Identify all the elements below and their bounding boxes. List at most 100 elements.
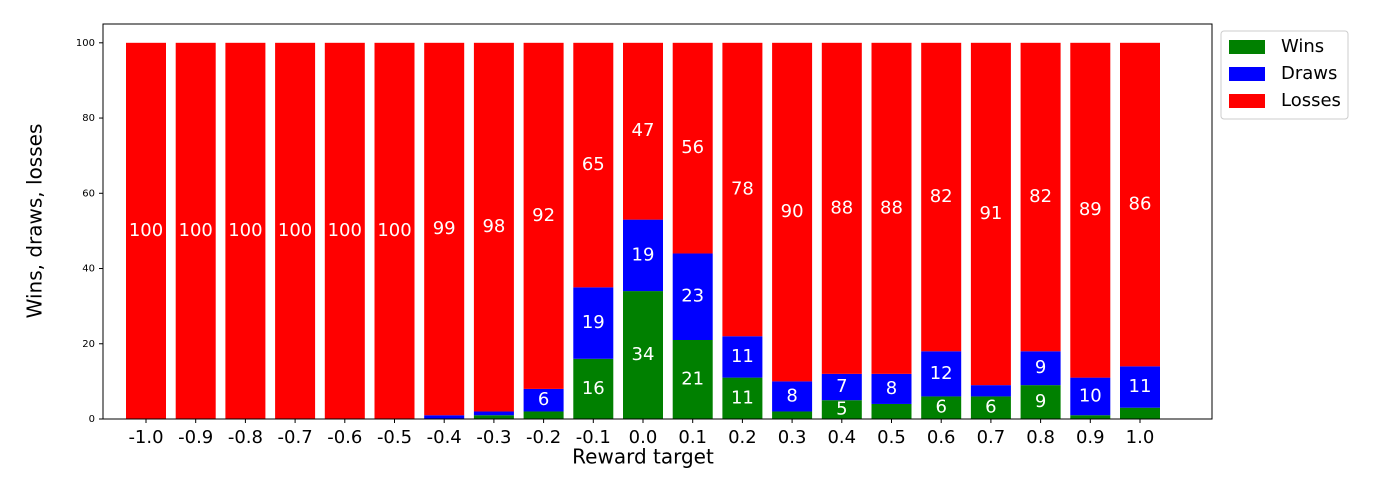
y-axis-label: Wins, draws, losses: [23, 124, 47, 319]
bar-segment: [623, 291, 663, 419]
value-label: 11: [731, 346, 754, 367]
x-tick-label: -1.0: [128, 427, 163, 448]
x-tick-label: 0.4: [827, 427, 856, 448]
value-label: 6: [538, 389, 549, 410]
value-label: 100: [228, 220, 262, 241]
value-label: 23: [681, 286, 704, 307]
value-label: 12: [930, 363, 953, 384]
x-axis-label: Reward target: [572, 445, 714, 469]
bar-segment: [672, 340, 713, 419]
bar-segment: [921, 42, 962, 352]
bar-segment: [1020, 42, 1061, 352]
x-tick-label: -0.3: [476, 427, 511, 448]
x-tick-label: 0.1: [678, 427, 707, 448]
x-tick-label: 0.9: [1076, 427, 1105, 448]
bar-segment: [1070, 42, 1111, 378]
bar-segment: [970, 385, 1011, 397]
bar-segment: [473, 415, 514, 419]
y-tick-label: 80: [82, 113, 95, 124]
x-tick-label: 0.5: [877, 427, 906, 448]
x-tick-label: -0.8: [228, 427, 263, 448]
value-label: 9: [1035, 391, 1046, 412]
value-label: 100: [179, 220, 213, 241]
value-label: 65: [582, 154, 605, 175]
value-label: 8: [886, 378, 897, 399]
x-tick-label: 0.0: [629, 427, 658, 448]
value-label: 98: [482, 216, 505, 237]
x-tick-label: -0.7: [278, 427, 313, 448]
value-label: 11: [731, 387, 754, 408]
y-tick-label: 0: [89, 414, 95, 425]
bar-segment: [523, 388, 564, 412]
value-label: 92: [532, 205, 555, 226]
legend-swatch: [1229, 94, 1265, 108]
value-label: 82: [1029, 186, 1052, 207]
legend-swatch: [1229, 67, 1265, 81]
bar-segment: [821, 400, 862, 419]
bar-segment: [623, 42, 663, 220]
bar-segment: [573, 358, 614, 419]
value-label: 100: [377, 220, 411, 241]
bar-segment: [821, 42, 862, 374]
bar-segment: [374, 42, 415, 420]
value-label: 6: [935, 397, 946, 418]
bar-segment: [324, 42, 365, 420]
bar-segment: [1020, 385, 1061, 419]
bar-segment: [623, 219, 663, 292]
value-label: 19: [582, 312, 605, 333]
value-label: 6: [985, 397, 996, 418]
bar-segment: [772, 381, 813, 412]
legend-label: Draws: [1281, 63, 1337, 84]
bar-segment: [1120, 366, 1160, 408]
y-tick-label: 40: [82, 264, 95, 275]
legend-swatch: [1229, 40, 1265, 54]
bar-segment: [523, 42, 564, 389]
bar-segment: [1020, 351, 1061, 386]
bar-segment: [225, 42, 266, 420]
value-label: 78: [731, 179, 754, 200]
value-label: 16: [582, 378, 605, 399]
x-tick-label: 0.8: [1026, 427, 1055, 448]
legend-label: Wins: [1281, 36, 1324, 57]
value-label: 82: [930, 186, 953, 207]
x-tick-label: 0.2: [728, 427, 757, 448]
bar-segment: [573, 287, 614, 359]
x-tick-label: -0.1: [576, 427, 611, 448]
value-label: 11: [1129, 376, 1152, 397]
value-label: 89: [1079, 199, 1102, 220]
x-tick-label: -0.6: [327, 427, 362, 448]
value-label: 90: [781, 201, 804, 222]
value-label: 47: [632, 120, 655, 141]
bar-segment: [722, 336, 763, 378]
bar-segment: [1070, 377, 1111, 416]
value-label: 100: [129, 220, 163, 241]
value-label: 100: [278, 220, 312, 241]
bar-segment: [871, 403, 912, 419]
x-tick-label: -0.9: [178, 427, 213, 448]
value-label: 19: [632, 244, 655, 265]
bar-segment: [672, 253, 713, 340]
value-label: 56: [681, 137, 704, 158]
bar-segment: [275, 42, 316, 420]
value-label: 86: [1129, 194, 1152, 215]
x-tick-label: 1.0: [1126, 427, 1155, 448]
bar-segment: [821, 373, 862, 401]
x-tick-label: 0.7: [977, 427, 1006, 448]
bar-segment: [772, 42, 813, 382]
x-tick-label: -0.2: [526, 427, 561, 448]
x-tick-label: 0.6: [927, 427, 956, 448]
x-tick-label: 0.3: [778, 427, 807, 448]
value-label: 34: [632, 344, 655, 365]
bar-segment: [473, 42, 514, 412]
bar-segment: [473, 411, 514, 416]
bar-segment: [424, 415, 465, 419]
bar-segment: [175, 42, 216, 420]
bar-segment: [523, 411, 564, 419]
value-label: 9: [1035, 357, 1046, 378]
bar-segment: [871, 42, 912, 374]
value-label: 88: [830, 197, 853, 218]
bar-segment: [1120, 407, 1160, 419]
value-label: 10: [1079, 385, 1102, 406]
value-label: 8: [786, 385, 797, 406]
